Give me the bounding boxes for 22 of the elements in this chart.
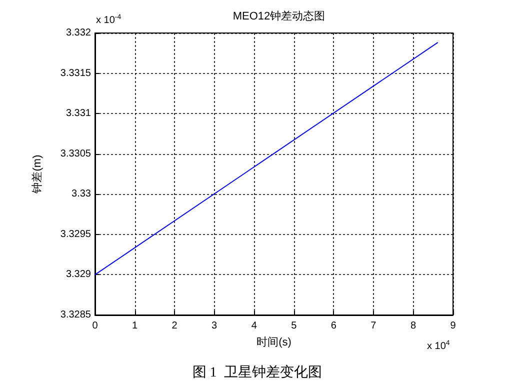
y-tick-label: 3.332 — [66, 28, 92, 38]
x-axis-title: 时间(s) — [256, 336, 292, 348]
y-tick-label: 3.3285 — [60, 310, 92, 320]
x-tick-label: 1 — [132, 320, 138, 332]
caption: 图 1 卫星钟差变化图 — [192, 364, 322, 380]
y-tick-label: 3.331 — [66, 108, 92, 120]
x-tick-label: 8 — [410, 320, 416, 332]
x-tick-label: 5 — [291, 320, 298, 332]
x-tick-label: 0 — [92, 320, 98, 332]
x-tick-label: 3 — [212, 320, 218, 332]
y-tick-label: 3.3315 — [60, 68, 92, 79]
x-tick-label: 7 — [370, 320, 377, 332]
chart-title: MEO12钟差动态图 — [232, 10, 326, 22]
x-tick-label: 6 — [330, 320, 337, 332]
x-tick-label: 4 — [251, 320, 258, 332]
x-tick-label: 9 — [450, 320, 456, 332]
x-tick-label: 2 — [172, 320, 178, 332]
y-tick-label: 3.3305 — [60, 148, 92, 160]
y-tick-label: 3.329 — [66, 269, 92, 280]
y-axis-title: 钟差(m) — [32, 154, 44, 194]
y-tick-label: 3.3295 — [60, 228, 92, 240]
y-tick-label: 3.33 — [72, 188, 92, 200]
